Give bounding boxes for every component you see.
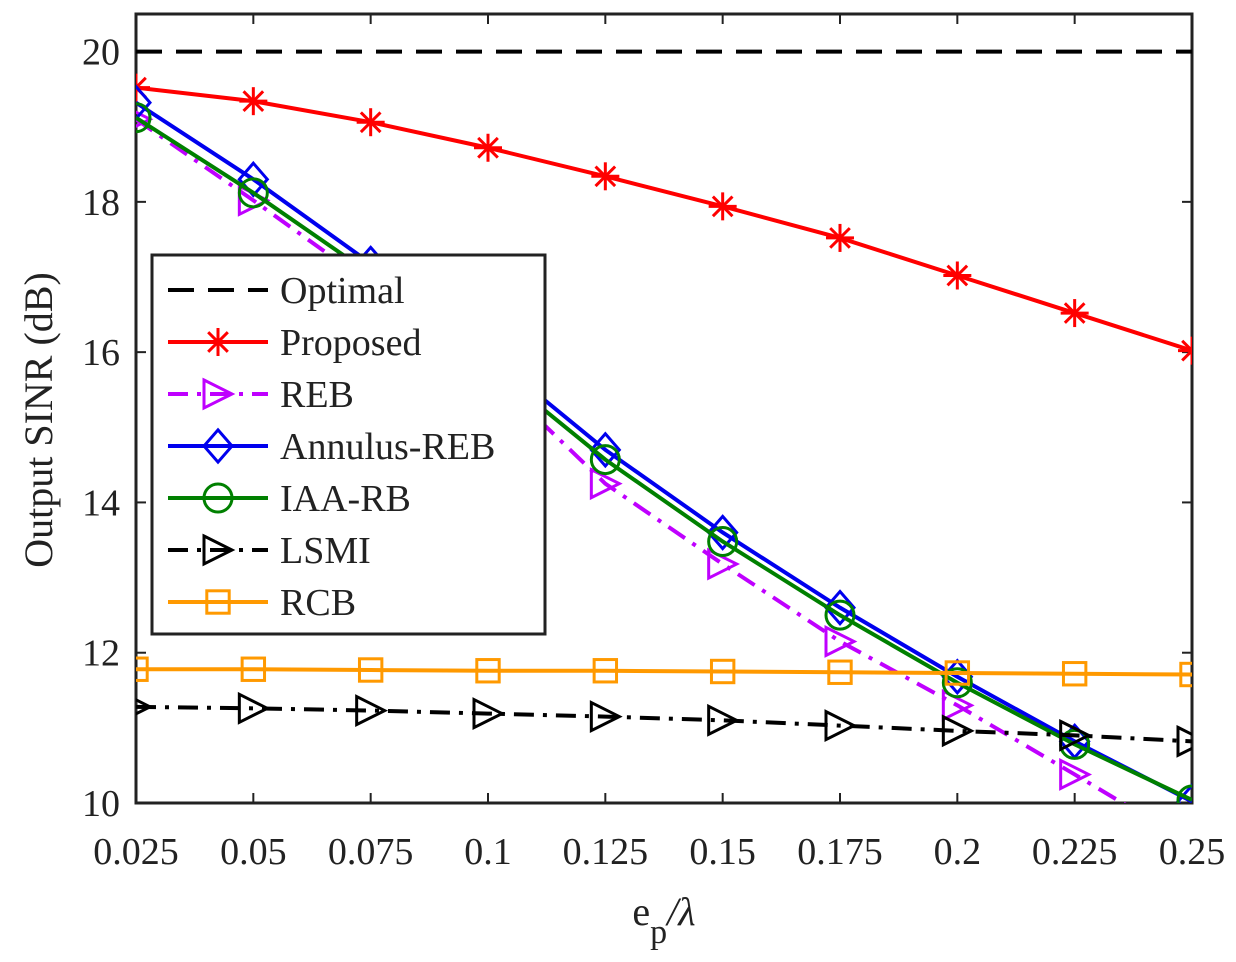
data-point-iaa-rb [136,102,152,134]
data-point-proposed [708,192,737,221]
data-point-lsmi [355,694,389,728]
data-point-reb [941,688,975,722]
x-tick-label: 0.05 [220,831,287,873]
legend-entry-iaa-rb: IAA-RB [168,478,411,520]
legend-label-optimal: Optimal [280,270,405,312]
x-axis-label-base: e [632,889,650,934]
data-point-iaa-rb [707,526,739,558]
data-point-rcb [709,658,736,685]
data-point-iaa-rb [824,599,856,631]
series-line-annulus-reb [136,100,1192,803]
data-point-lsmi [1176,724,1192,758]
data-point-iaa-rb [941,667,973,699]
data-point-proposed [826,223,854,252]
data-point-reb [707,547,741,581]
data-point-lsmi [589,700,623,734]
data-point-iaa-rb [1176,784,1192,803]
legend-label-rcb: RCB [280,582,356,624]
data-point-annulus-reb [136,84,152,122]
data-point-annulus-reb [589,431,622,469]
series-line-proposed [136,85,1192,353]
series-proposed [136,73,1192,365]
data-point-proposed [239,87,268,116]
x-axis-label: ep/λ [632,889,695,951]
y-tick-label: 18 [82,182,120,224]
y-tick-label: 16 [82,332,120,374]
data-point-reb [589,467,623,501]
legend-marker-rcb [205,589,231,615]
data-point-iaa-rb [237,177,269,209]
legend-label-reb: REB [280,374,354,416]
legend-entry-proposed: Proposed [168,322,421,364]
data-point-rcb [944,660,971,686]
legend-label-iaa-rb: IAA-RB [280,478,411,520]
data-point-annulus-reb [706,514,739,551]
data-point-proposed [356,108,385,137]
series-line-iaa-rb [136,116,1192,802]
x-tick-label: 0.075 [328,831,414,873]
data-point-reb [1059,758,1093,791]
data-point-proposed [1178,336,1192,365]
x-tick-label: 0.125 [563,831,649,873]
legend-marker-lsmi [202,533,236,567]
data-point-reb [824,625,858,658]
data-point-annulus-reb [237,160,270,198]
y-tick-label: 10 [82,783,120,825]
data-point-rcb [1179,661,1192,688]
data-point-rcb [827,659,853,685]
legend-marker-reb [202,377,236,411]
legend-marker-proposed [204,328,232,356]
y-tick-label: 14 [82,482,120,524]
data-point-rcb [1061,661,1088,687]
data-point-lsmi [472,697,506,731]
data-point-lsmi [1059,718,1093,752]
data-point-lsmi [707,703,741,737]
x-tick-label: 0.1 [464,831,512,873]
legend-marker-iaa-rb [202,482,234,514]
legend-entry-reb: REB [168,374,354,416]
data-point-proposed [1060,299,1089,328]
data-point-lsmi [237,691,271,725]
x-tick-label: 0.25 [1159,831,1226,873]
legend-label-proposed: Proposed [280,322,421,364]
data-point-rcb [136,656,149,682]
y-axis-label: Output SINR (dB) [16,272,61,568]
series-lsmi [136,691,1192,758]
legend: Optimal Proposed REB Annulus-REB IAA-RB LSMI R… [150,253,547,636]
data-point-proposed [474,133,502,162]
data-point-rcb [475,658,501,684]
data-point-rcb [357,657,384,683]
legend-entry-lsmi: LSMI [168,530,371,572]
axis-ticks: 0.025 0.05 0.075 0.1 0.125 0.15 0.175 0.2 0.225 0… [82,14,1225,873]
x-tick-label: 0.175 [797,831,883,873]
y-tick-label: 20 [82,32,120,74]
data-point-rcb [592,658,619,684]
data-point-lsmi [824,709,858,743]
data-point-rcb [240,656,267,682]
data-point-annulus-reb [824,589,856,627]
series-line-reb [136,117,1127,803]
data-point-proposed [943,261,972,290]
x-tick-label: 0.025 [93,831,179,873]
x-tick-label: 0.15 [689,831,756,873]
x-tick-label: 0.225 [1032,831,1118,873]
series-line-rcb [136,667,1192,677]
legend-entry-annulus-reb: Annulus-REB [168,426,495,468]
x-tick-label: 0.2 [934,831,982,873]
series-rcb [136,656,1192,688]
legend-entry-rcb: RCB [168,582,356,624]
series-line-lsmi [136,704,1192,744]
x-axis-label-sub: p [650,914,667,951]
legend-entry-optimal: Optimal [168,270,405,312]
legend-marker-annulus-reb [202,427,234,465]
data-point-proposed [591,162,620,191]
data-point-iaa-rb [589,444,621,476]
legend-label-annulus-reb: Annulus-REB [280,426,495,468]
data-point-lsmi [941,714,975,748]
x-axis-label-rest: /λ [665,889,695,934]
y-tick-label: 12 [82,633,120,675]
legend-label-lsmi: LSMI [280,530,371,572]
